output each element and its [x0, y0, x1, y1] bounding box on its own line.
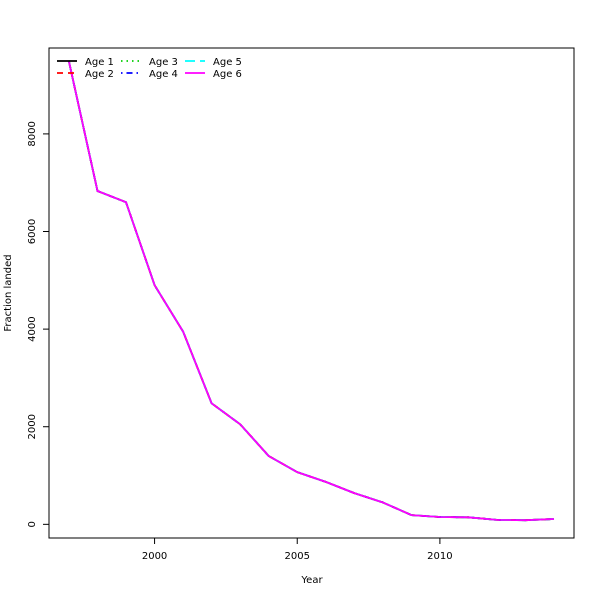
y-tick-label: 0	[27, 521, 38, 527]
x-axis-title: Year	[300, 575, 323, 586]
legend-label: Age 4	[149, 69, 178, 80]
x-tick-label: 2005	[285, 551, 310, 562]
x-tick-label: 2010	[427, 551, 452, 562]
legend-label: Age 2	[85, 69, 114, 80]
y-axis: 0 2000 4000 6000 8000	[27, 121, 49, 528]
legend-label: Age 1	[85, 57, 114, 68]
plot-frame	[48, 47, 575, 539]
series-line-6	[68, 61, 555, 522]
y-axis-title: Fraction landed	[3, 254, 14, 331]
y-tick-label: 2000	[27, 414, 38, 439]
series-layer	[68, 61, 555, 522]
y-tick-label: 8000	[27, 121, 38, 146]
legend-label: Age 5	[213, 57, 242, 68]
x-axis: 2000 2005 2010	[142, 538, 453, 562]
x-tick-label: 2000	[142, 551, 167, 562]
legend-label: Age 6	[213, 69, 242, 80]
y-tick-label: 6000	[27, 219, 38, 244]
y-tick-label: 4000	[27, 316, 38, 341]
legend-label: Age 3	[149, 57, 178, 68]
